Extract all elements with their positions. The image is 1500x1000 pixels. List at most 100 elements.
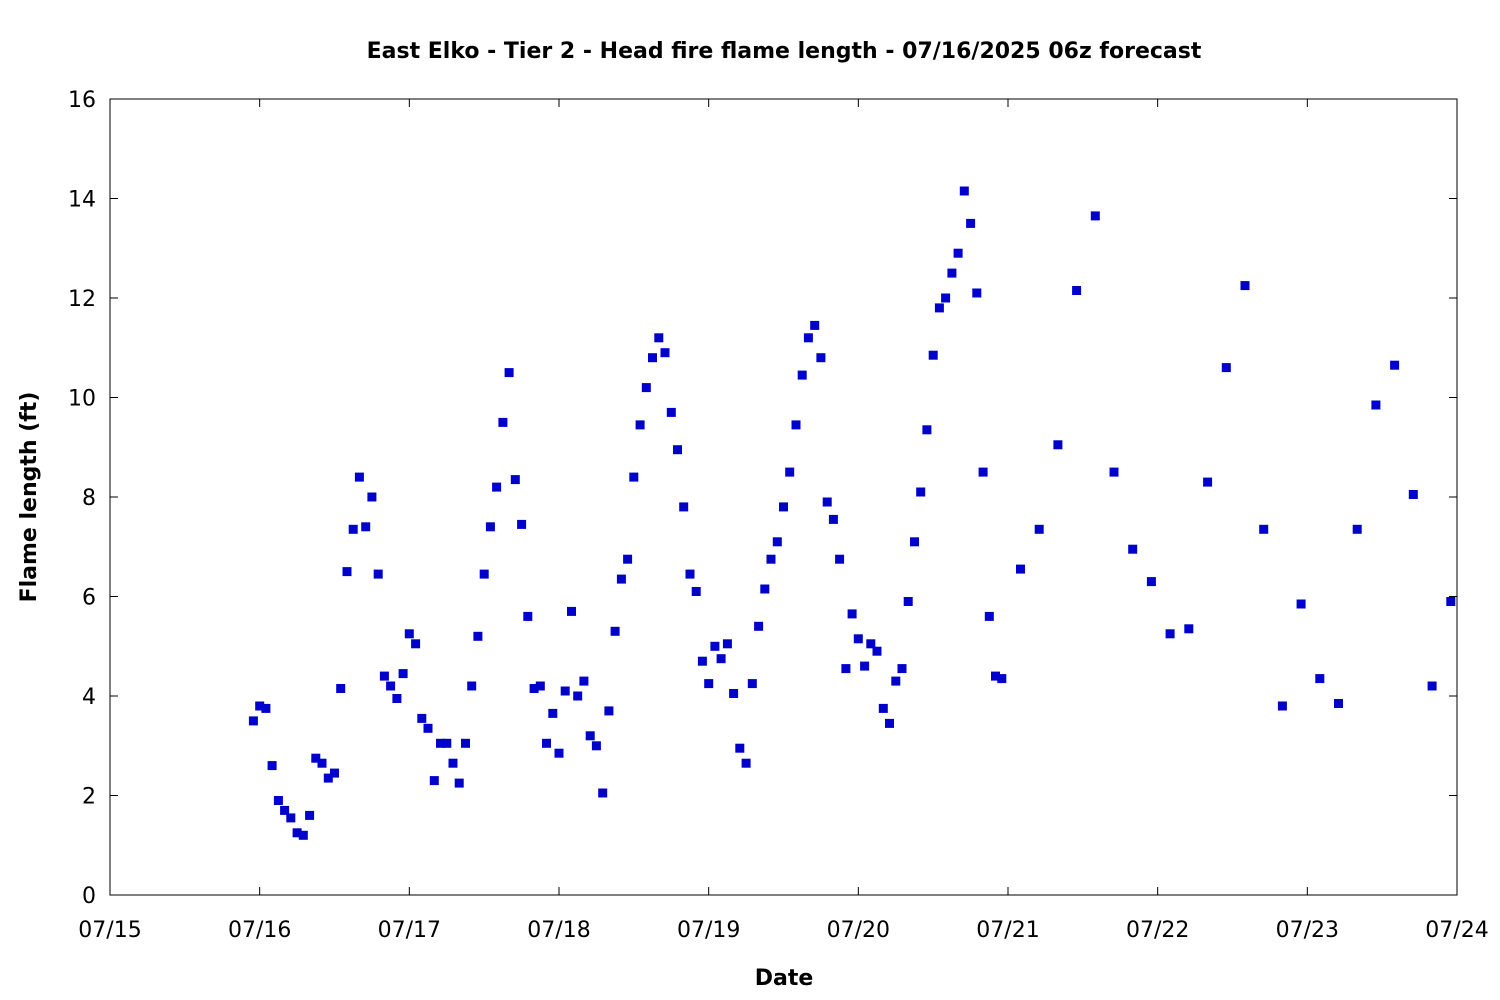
data-point: [523, 611, 533, 621]
data-point: [554, 748, 564, 758]
y-axis-label: Flame length (ft): [17, 392, 42, 603]
data-point: [517, 519, 527, 529]
data-point: [1296, 599, 1306, 609]
data-point: [616, 574, 626, 584]
plot-frame: [109, 98, 1458, 896]
data-point: [772, 537, 782, 547]
data-point: [479, 569, 489, 579]
data-point: [1446, 597, 1456, 606]
data-point: [1072, 286, 1082, 295]
data-point: [461, 738, 470, 748]
data-point: [573, 691, 583, 701]
data-point: [1315, 674, 1325, 684]
y-tick-label: 16: [68, 88, 96, 113]
data-point: [910, 537, 919, 547]
y-tick-label: 10: [68, 387, 96, 412]
data-point: [417, 713, 427, 723]
data-point: [1390, 360, 1400, 370]
data-point: [579, 676, 589, 686]
data-point: [654, 333, 664, 343]
data-point: [510, 475, 520, 485]
data-point: [1221, 363, 1231, 373]
data-point: [629, 472, 639, 482]
x-axis-label: Date: [755, 966, 814, 991]
data-point: [803, 333, 813, 343]
data-point: [766, 554, 776, 564]
data-point: [934, 303, 944, 313]
data-point: [1203, 477, 1213, 487]
data-point: [448, 758, 458, 768]
data-point: [822, 497, 832, 507]
data-point: [941, 293, 951, 303]
data-point: [735, 743, 745, 753]
data-point: [330, 768, 339, 778]
data-point: [997, 674, 1007, 684]
data-point: [280, 805, 290, 815]
data-point: [648, 353, 657, 363]
data-point: [354, 472, 364, 482]
data-point: [311, 753, 321, 763]
data-point: [947, 268, 957, 278]
y-tick-label: 6: [82, 586, 96, 611]
data-point: [336, 684, 346, 693]
data-point: [1016, 564, 1025, 574]
data-point: [542, 738, 551, 748]
data-point: [710, 641, 720, 651]
data-point: [423, 723, 433, 733]
data-point: [660, 348, 670, 358]
data-point: [1408, 490, 1418, 499]
data-point: [1259, 524, 1269, 534]
data-point: [978, 467, 988, 477]
data-point: [504, 368, 514, 378]
data-point: [641, 383, 651, 393]
data-point: [922, 425, 932, 435]
data-point: [704, 679, 714, 689]
data-point: [492, 482, 502, 492]
data-point: [361, 522, 371, 532]
data-point: [529, 684, 539, 693]
data-point: [966, 218, 976, 228]
data-point: [454, 778, 464, 788]
data-point: [373, 569, 383, 579]
data-point: [379, 671, 389, 681]
data-point: [791, 420, 801, 430]
data-point: [367, 492, 377, 502]
data-point: [991, 671, 1000, 681]
data-point: [273, 796, 283, 805]
data-point: [891, 676, 901, 686]
y-tick-label: 8: [82, 486, 96, 511]
data-point: [1371, 400, 1381, 410]
data-point: [903, 597, 913, 606]
x-tick-label: 07/20: [827, 918, 890, 943]
x-axis: 07/15 07/16 07/17 07/18 07/19 07/20 07/21 07/22…: [78, 99, 1489, 943]
data-point: [835, 554, 845, 564]
data-point: [928, 350, 938, 360]
data-point: [878, 703, 888, 713]
data-point: [567, 606, 576, 616]
data-point: [473, 631, 483, 641]
data-point: [916, 487, 926, 497]
data-point: [548, 708, 558, 718]
data-point: [885, 718, 894, 728]
data-point: [666, 407, 676, 417]
data-point: [1146, 577, 1156, 587]
data-point: [841, 664, 851, 674]
x-tick-label: 07/18: [527, 918, 590, 943]
data-point: [810, 320, 820, 330]
data-point: [1109, 467, 1119, 477]
data-point: [816, 353, 826, 363]
data-point: [860, 661, 870, 671]
x-tick-label: 07/22: [1126, 918, 1189, 943]
data-point: [386, 681, 396, 691]
data-point: [560, 686, 570, 696]
data-point: [635, 420, 645, 430]
data-point: [984, 611, 994, 621]
data-point: [498, 417, 508, 427]
data-point: [685, 569, 695, 579]
data-point: [897, 664, 907, 674]
data-point: [747, 679, 757, 689]
data-point: [598, 788, 608, 798]
data-point: [591, 741, 601, 751]
data-point: [1128, 544, 1138, 554]
